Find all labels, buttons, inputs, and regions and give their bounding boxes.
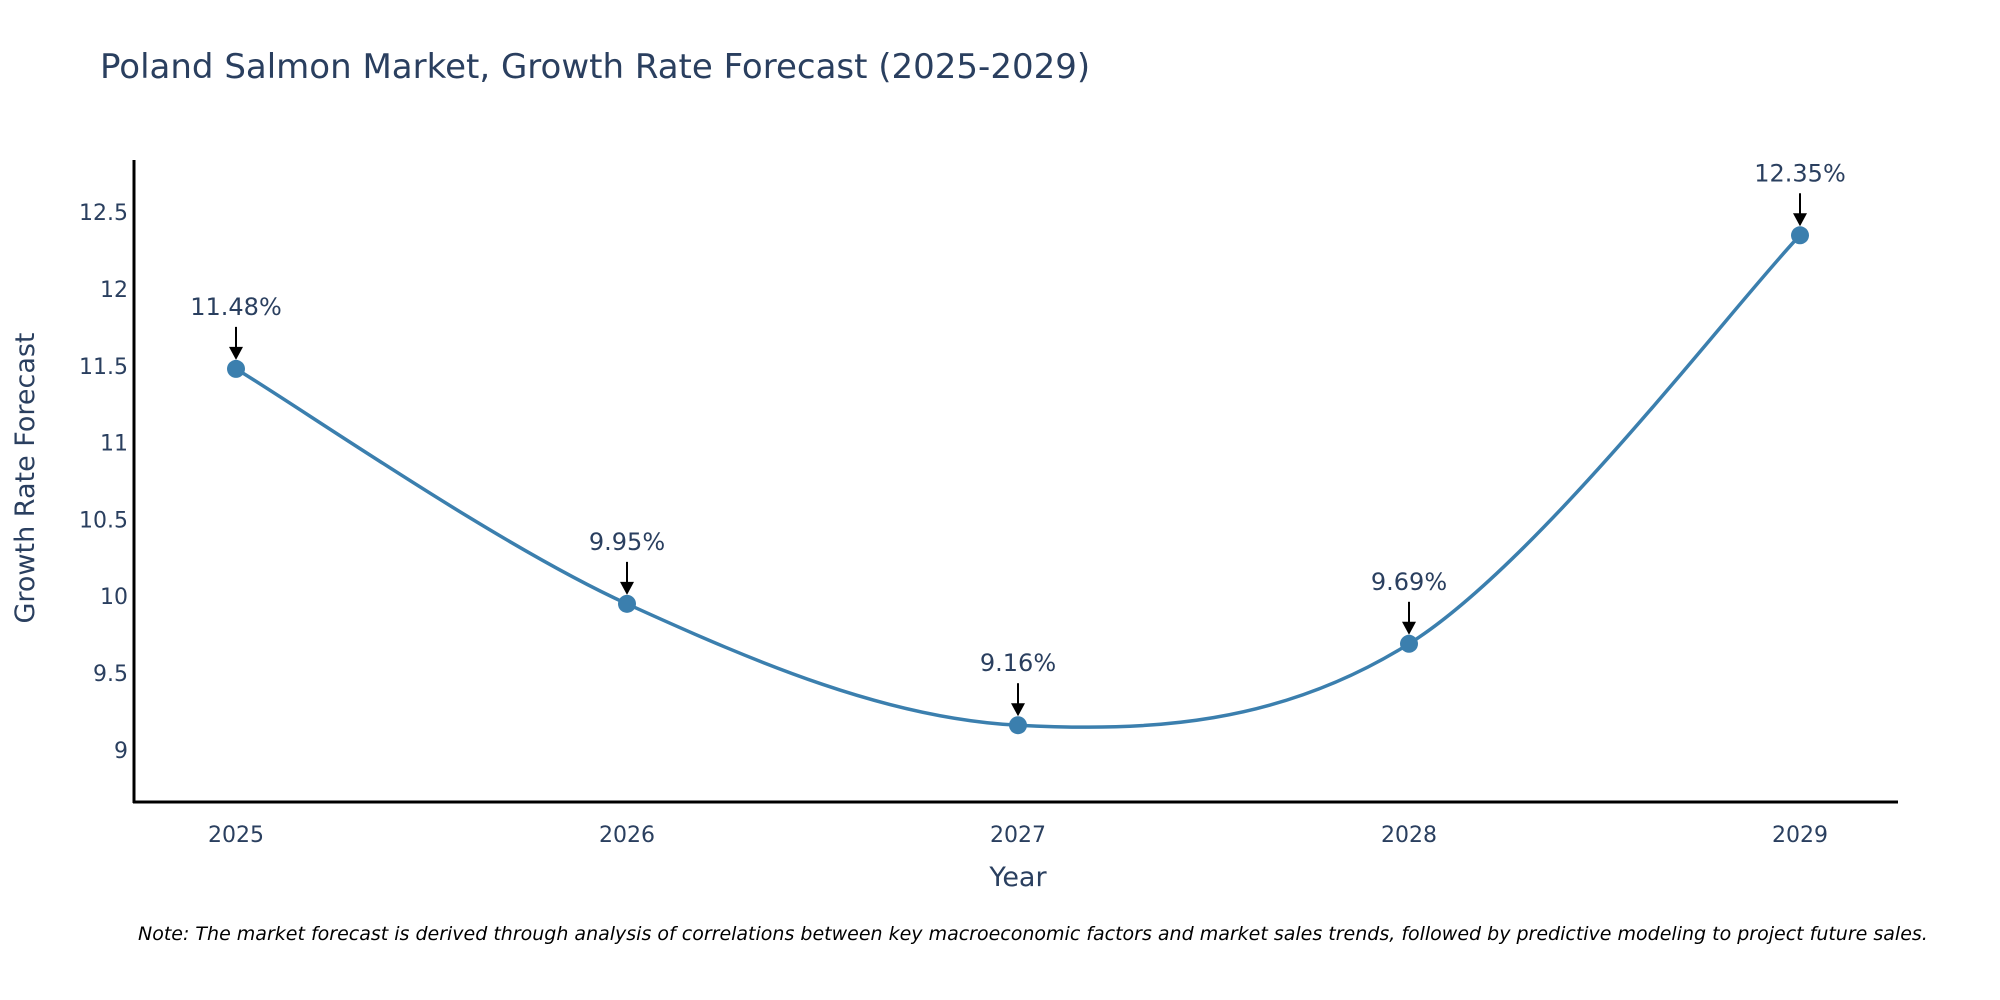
data-label: 12.35% bbox=[1754, 159, 1846, 187]
y-axis-ticks: 9 9.5 10 10.5 11 11.5 12 12.5 bbox=[79, 201, 128, 764]
data-point bbox=[1400, 634, 1418, 653]
y-tick-label: 9.5 bbox=[93, 662, 128, 687]
y-axis-title: Growth Rate Forecast bbox=[10, 332, 41, 623]
x-tick-label: 2027 bbox=[990, 823, 1046, 848]
plot-area: 11.48% 9.95% 9.16% 9.69% 12.35% bbox=[190, 159, 1846, 735]
x-tick-label: 2028 bbox=[1381, 823, 1437, 848]
y-tick-label: 11 bbox=[100, 432, 128, 457]
data-point bbox=[618, 594, 636, 613]
y-tick-label: 9 bbox=[114, 739, 128, 764]
annotation-arrow-head bbox=[620, 581, 634, 595]
annotation-arrow-head bbox=[229, 346, 243, 360]
data-point bbox=[1009, 716, 1027, 735]
y-tick-label: 10.5 bbox=[79, 508, 128, 533]
chart-title: Poland Salmon Market, Growth Rate Foreca… bbox=[100, 47, 1090, 87]
annotation-arrow-head bbox=[1793, 213, 1807, 227]
y-tick-label: 10 bbox=[100, 585, 128, 610]
y-tick-label: 11.5 bbox=[79, 355, 128, 380]
chart-note: Note: The market forecast is derived thr… bbox=[138, 923, 1928, 945]
data-label: 9.95% bbox=[589, 528, 665, 556]
y-tick-label: 12.5 bbox=[79, 201, 128, 226]
x-axis-ticks: 2025 2026 2027 2028 2029 bbox=[208, 823, 1828, 848]
data-label: 11.48% bbox=[190, 293, 282, 321]
annotation-arrow-head bbox=[1402, 621, 1416, 635]
data-label: 9.69% bbox=[1371, 568, 1447, 596]
data-point bbox=[1791, 226, 1809, 245]
data-point bbox=[227, 359, 245, 378]
x-axis-title: Year bbox=[988, 862, 1047, 893]
x-tick-label: 2026 bbox=[599, 823, 655, 848]
y-tick-label: 12 bbox=[100, 278, 128, 303]
annotation-arrow-head bbox=[1011, 703, 1025, 717]
x-tick-label: 2029 bbox=[1772, 823, 1828, 848]
x-tick-label: 2025 bbox=[208, 823, 264, 848]
data-label: 9.16% bbox=[980, 649, 1056, 677]
